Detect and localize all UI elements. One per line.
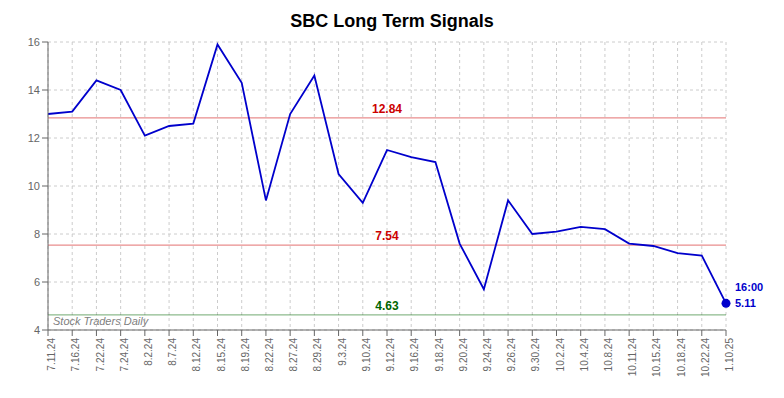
svg-text:Stock Traders Daily: Stock Traders Daily [53,315,150,327]
svg-text:5.11: 5.11 [735,297,756,309]
svg-text:14: 14 [28,84,40,96]
svg-text:6: 6 [34,276,40,288]
svg-text:12: 12 [28,132,40,144]
svg-text:8.19.24: 8.19.24 [240,338,251,372]
svg-text:12.84: 12.84 [372,102,402,116]
svg-text:7.11.24: 7.11.24 [46,338,57,371]
svg-text:7.54: 7.54 [375,229,399,243]
svg-text:1.10.25: 1.10.25 [724,338,735,372]
svg-text:10.15.24: 10.15.24 [651,338,662,377]
svg-text:9.3.24: 9.3.24 [337,338,348,366]
svg-text:10.22.24: 10.22.24 [700,338,711,377]
svg-text:8.2.24: 8.2.24 [143,338,154,366]
svg-text:8.15.24: 8.15.24 [216,338,227,372]
svg-text:16:00: 16:00 [735,281,763,293]
svg-text:9.20.24: 9.20.24 [458,338,469,372]
svg-text:10.11.24: 10.11.24 [627,338,638,377]
svg-text:8.22.24: 8.22.24 [264,338,275,372]
svg-text:9.16.24: 9.16.24 [409,338,420,372]
svg-text:9.12.24: 9.12.24 [385,338,396,372]
svg-text:8: 8 [34,228,40,240]
svg-text:7.22.24: 7.22.24 [95,338,106,372]
svg-text:10.4.24: 10.4.24 [579,338,590,372]
svg-text:8.12.24: 8.12.24 [191,338,202,372]
svg-text:8.29.24: 8.29.24 [312,338,323,372]
svg-text:9.24.24: 9.24.24 [482,338,493,372]
svg-text:10: 10 [28,180,40,192]
svg-text:9.18.24: 9.18.24 [434,338,445,372]
svg-text:9.26.24: 9.26.24 [506,338,517,372]
svg-text:4: 4 [34,324,40,336]
svg-text:7.16.24: 7.16.24 [70,338,81,372]
svg-text:9.30.24: 9.30.24 [530,338,541,372]
svg-text:10.8.24: 10.8.24 [603,338,614,372]
svg-text:8.7.24: 8.7.24 [167,338,178,366]
svg-text:10.18.24: 10.18.24 [676,338,687,377]
svg-text:8.27.24: 8.27.24 [288,338,299,372]
svg-text:10.2.24: 10.2.24 [555,338,566,372]
svg-text:7.24.24: 7.24.24 [119,338,130,372]
svg-text:9.10.24: 9.10.24 [361,338,372,372]
svg-text:4.63: 4.63 [375,299,399,313]
html-text:SBC Long Term Signals: SBC Long Term Signals [290,11,494,31]
svg-text:16: 16 [28,36,40,48]
